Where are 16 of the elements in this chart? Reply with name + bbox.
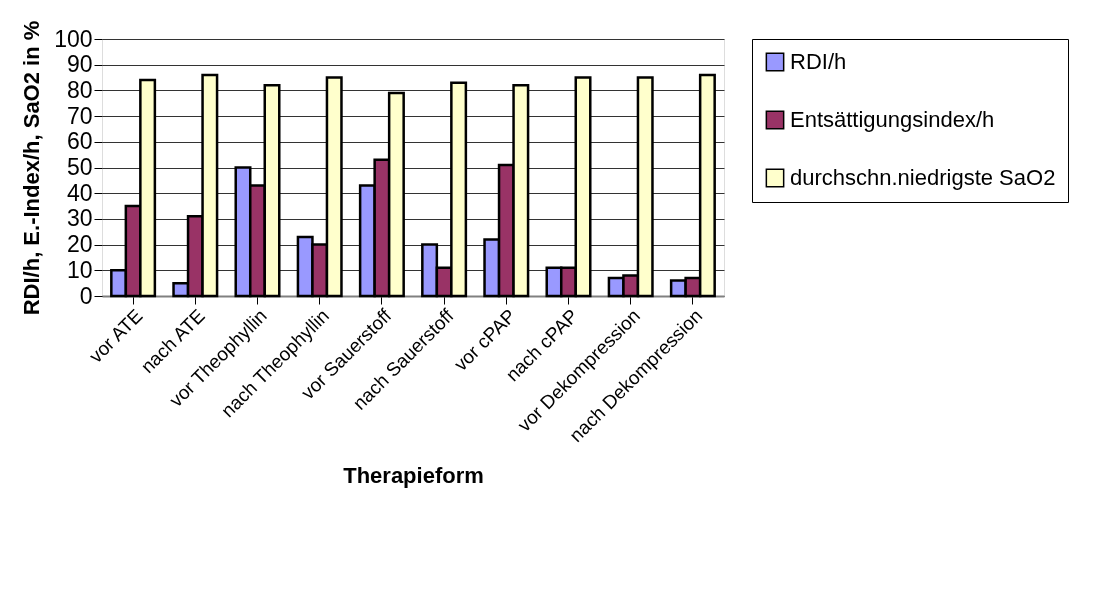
y-tick-label: 30 bbox=[66, 205, 93, 232]
y-axis-title: RDI/h, E.-Index/h, SaO2 in % bbox=[19, 20, 45, 316]
legend-label: RDI/h bbox=[790, 49, 847, 74]
y-tick-label: 50 bbox=[66, 154, 93, 180]
y-tick-label: 20 bbox=[66, 231, 93, 258]
y-tick-label: 80 bbox=[66, 76, 93, 103]
y-tick-label: 10 bbox=[66, 256, 93, 283]
y-tick-label: 60 bbox=[66, 128, 93, 155]
x-axis-title: Therapieform bbox=[343, 463, 484, 489]
y-tick-label: 40 bbox=[66, 179, 93, 206]
y-tick-label: 0 bbox=[79, 282, 93, 309]
y-tick-label: 100 bbox=[54, 25, 93, 52]
y-tick-label: 90 bbox=[66, 51, 93, 78]
y-tick-label: 70 bbox=[66, 102, 93, 129]
legend-label: Entsättigungsindex/h bbox=[790, 107, 995, 132]
legend-label: durchschn.niedrigste SaO2 bbox=[790, 165, 1056, 190]
